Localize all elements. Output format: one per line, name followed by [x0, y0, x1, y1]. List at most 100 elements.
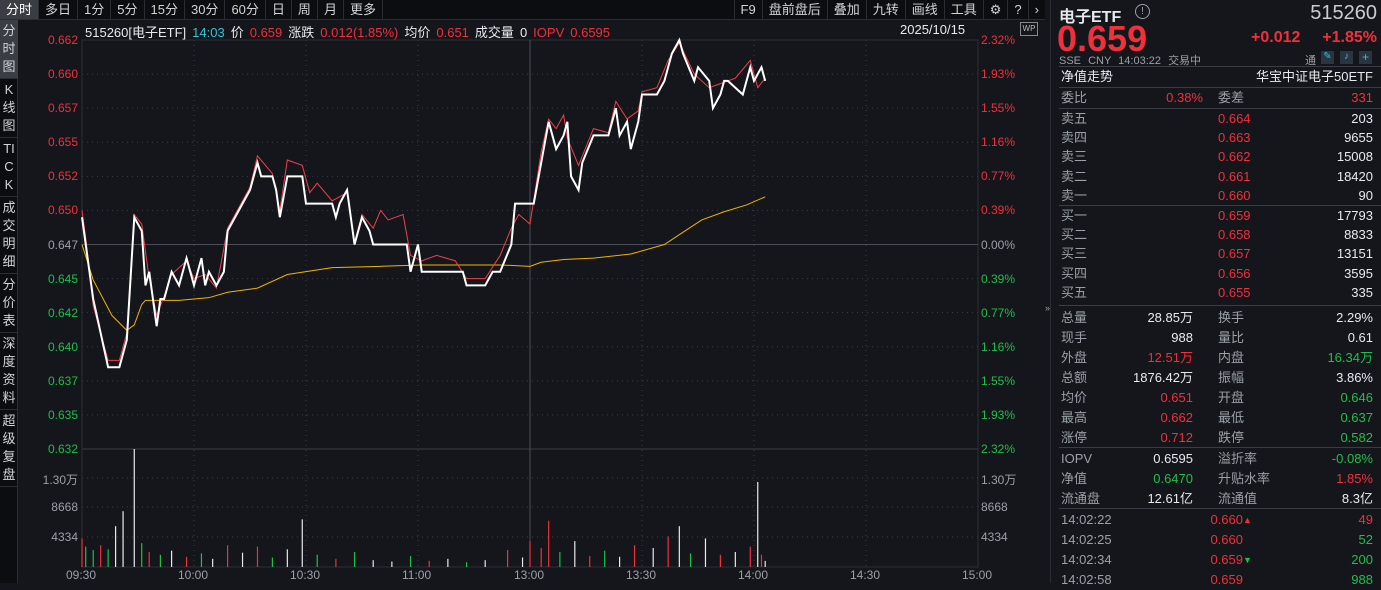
help-icon[interactable]: ?: [1007, 0, 1027, 20]
sidebar-item-2[interactable]: TICK: [0, 138, 18, 197]
volume-axis-label: 4334: [51, 530, 78, 544]
pct-axis-label: 0.00%: [981, 237, 1016, 252]
tab-8[interactable]: 周: [292, 0, 318, 19]
chevron-right-icon[interactable]: ›: [1027, 0, 1045, 20]
tool-button-1[interactable]: 盘前盘后: [761, 0, 827, 20]
stat-label: 跌停: [1218, 430, 1245, 445]
level-volume: 335: [1351, 284, 1373, 300]
collapse-handle[interactable]: »: [1045, 303, 1051, 313]
weibi-value: 0.38%: [1166, 90, 1203, 105]
price-axis-label: 0.640: [47, 339, 78, 354]
tab-5[interactable]: 30分: [185, 0, 226, 19]
tab-7[interactable]: 日: [266, 0, 292, 19]
edit-icon[interactable]: ✎: [1321, 51, 1334, 64]
tab-2[interactable]: 1分: [78, 0, 112, 19]
pct-axis-label: 0.77%: [981, 305, 1016, 320]
nav-trend-row[interactable]: 净值走势 华宝中证电子50ETF: [1061, 67, 1373, 87]
stat-value: 28.85万: [1147, 310, 1193, 325]
ask-level: 卖五 0.664 203: [1061, 109, 1373, 129]
sidebar-item-5[interactable]: 深度资料: [0, 333, 18, 410]
stat-value: 0.646: [1340, 390, 1373, 405]
level-price: 0.664: [1218, 111, 1251, 126]
tab-6[interactable]: 60分: [225, 0, 266, 19]
tool-button-0[interactable]: F9: [733, 0, 762, 20]
tong-icon[interactable]: 通: [1305, 55, 1316, 67]
stat-value: 0.662: [1160, 410, 1193, 425]
level-label: 卖二: [1061, 168, 1088, 184]
last-price: 0.659: [1057, 18, 1148, 59]
etf-value: 12.61亿: [1147, 491, 1193, 506]
tick-row: 14:02:22 0.660 ▲ 49: [1061, 510, 1373, 530]
gear-icon[interactable]: ⚙: [982, 0, 1008, 20]
price-axis-label: 0.650: [47, 203, 78, 218]
price-line: [81, 37, 767, 369]
level-label: 买一: [1061, 208, 1088, 223]
price-axis-label: 0.662: [47, 33, 78, 47]
bid-level: 买二 0.658 8833: [1061, 225, 1373, 245]
sidebar-item-1[interactable]: K线图: [0, 79, 18, 138]
etf-row: 净值 0.6470 升贴水率 1.85%: [1061, 469, 1373, 489]
etf-value: -0.08%: [1331, 451, 1373, 466]
stat-value: 988: [1171, 330, 1193, 345]
level-label: 买三: [1061, 246, 1088, 262]
level-price: 0.657: [1218, 246, 1251, 262]
tool-button-4[interactable]: 画线: [904, 0, 944, 20]
level-volume: 13151: [1336, 246, 1373, 262]
wp-icon[interactable]: WP: [1020, 22, 1038, 36]
exchange: SSE: [1059, 55, 1082, 67]
price-axis-label: 0.635: [47, 407, 78, 422]
tab-3[interactable]: 5分: [111, 0, 145, 19]
etf-row: IOPV 0.6595 溢折率 -0.08%: [1061, 449, 1373, 469]
stat-label: 振幅: [1218, 370, 1245, 385]
tick-time: 14:02:58: [1061, 572, 1112, 587]
bell-icon[interactable]: ♪: [1340, 51, 1353, 64]
tick-row: 14:02:34 0.659 ▼ 200: [1061, 550, 1373, 570]
sidebar-item-3[interactable]: 成交明细: [0, 197, 18, 274]
info-icon[interactable]: !: [1135, 4, 1150, 19]
price-axis-label: 0.657: [47, 101, 78, 116]
time-axis-label: 13:30: [626, 568, 657, 582]
pct-axis-label: 0.39%: [981, 203, 1016, 218]
change-percent: +1.85%: [1322, 29, 1377, 46]
tab-10[interactable]: 更多: [344, 0, 383, 19]
iopv-label: IOPV: [533, 25, 565, 40]
stat-value: 1876.42万: [1133, 370, 1193, 385]
tab-1[interactable]: 多日: [39, 0, 79, 19]
sidebar-item-4[interactable]: 分价表: [0, 274, 18, 333]
stat-label: 总量: [1061, 310, 1088, 325]
time-axis-label: 10:00: [178, 568, 209, 582]
tool-button-3[interactable]: 九转: [865, 0, 905, 20]
level-price: 0.655: [1218, 284, 1251, 300]
etf-label: 溢折率: [1218, 451, 1258, 466]
stat-label: 现手: [1061, 330, 1088, 345]
level-volume: 9655: [1344, 130, 1373, 146]
change-value: 0.012(1.85%): [320, 25, 399, 40]
level-label: 买二: [1061, 227, 1088, 243]
add-icon[interactable]: +: [1359, 51, 1372, 64]
intraday-chart[interactable]: [0, 0, 1045, 583]
tool-button-2[interactable]: 叠加: [826, 0, 866, 20]
tick-row: 14:02:58 0.659 988: [1061, 570, 1373, 590]
pct-axis-label: 1.55%: [981, 101, 1016, 116]
tab-4[interactable]: 15分: [145, 0, 185, 19]
tool-button-5[interactable]: 工具: [943, 0, 983, 20]
etf-label: 升贴水率: [1218, 471, 1271, 486]
pct-axis-label: 0.77%: [981, 169, 1016, 184]
sidebar-item-6[interactable]: 超级复盘: [0, 410, 18, 487]
stat-value: 0.582: [1340, 430, 1373, 445]
stat-row: 最高 0.662 最低 0.637: [1061, 408, 1373, 428]
time-axis-label: 14:00: [738, 568, 769, 582]
tab-0[interactable]: 分时: [0, 0, 40, 19]
ask-level: 卖二 0.661 18420: [1061, 167, 1373, 187]
stat-label: 涨停: [1061, 430, 1088, 445]
tab-9[interactable]: 月: [318, 0, 344, 19]
level-price: 0.662: [1218, 149, 1251, 165]
pct-axis-label: 1.93%: [981, 67, 1016, 82]
currency: CNY: [1088, 55, 1112, 67]
sidebar-item-0[interactable]: 分时图: [0, 20, 18, 79]
security-code: 515260: [1310, 2, 1377, 24]
level-label: 买五: [1061, 284, 1088, 300]
price-axis-label: 0.637: [47, 373, 78, 388]
weicha-value: 331: [1351, 90, 1373, 105]
avg-value: 0.651: [436, 25, 469, 40]
